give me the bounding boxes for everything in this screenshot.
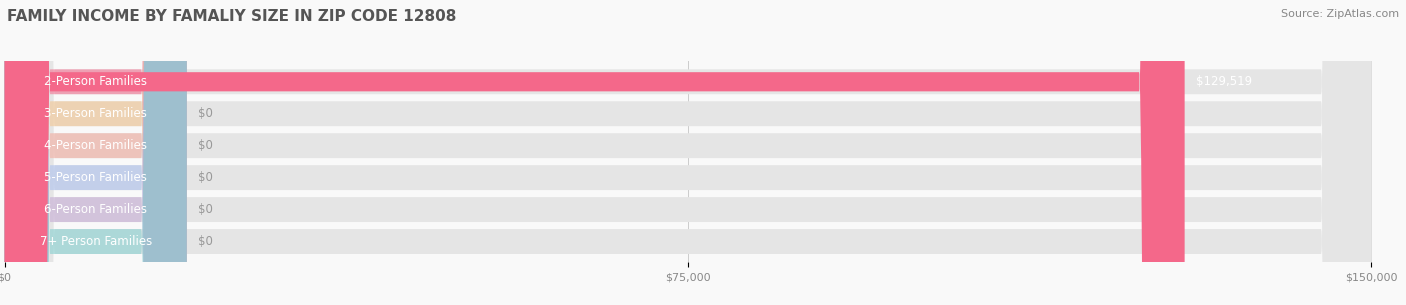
FancyBboxPatch shape <box>4 0 1371 305</box>
FancyBboxPatch shape <box>4 0 187 305</box>
Text: FAMILY INCOME BY FAMALIY SIZE IN ZIP CODE 12808: FAMILY INCOME BY FAMALIY SIZE IN ZIP COD… <box>7 9 457 24</box>
FancyBboxPatch shape <box>4 0 187 305</box>
FancyBboxPatch shape <box>4 0 1371 305</box>
FancyBboxPatch shape <box>4 0 1371 305</box>
Text: 3-Person Families: 3-Person Families <box>44 107 148 120</box>
Text: $129,519: $129,519 <box>1195 75 1251 88</box>
Text: 2-Person Families: 2-Person Families <box>44 75 148 88</box>
Text: Source: ZipAtlas.com: Source: ZipAtlas.com <box>1281 9 1399 19</box>
FancyBboxPatch shape <box>4 0 1371 305</box>
FancyBboxPatch shape <box>4 0 1371 305</box>
FancyBboxPatch shape <box>4 0 187 305</box>
Text: $0: $0 <box>198 139 212 152</box>
Text: $0: $0 <box>198 203 212 216</box>
Text: $0: $0 <box>198 235 212 248</box>
Text: 5-Person Families: 5-Person Families <box>44 171 148 184</box>
FancyBboxPatch shape <box>4 0 187 305</box>
FancyBboxPatch shape <box>4 0 187 305</box>
Text: $0: $0 <box>198 107 212 120</box>
FancyBboxPatch shape <box>4 0 1185 305</box>
Text: 4-Person Families: 4-Person Families <box>44 139 148 152</box>
Text: 6-Person Families: 6-Person Families <box>44 203 148 216</box>
FancyBboxPatch shape <box>4 0 187 305</box>
Text: $0: $0 <box>198 171 212 184</box>
FancyBboxPatch shape <box>4 0 1371 305</box>
Text: 7+ Person Families: 7+ Person Families <box>39 235 152 248</box>
